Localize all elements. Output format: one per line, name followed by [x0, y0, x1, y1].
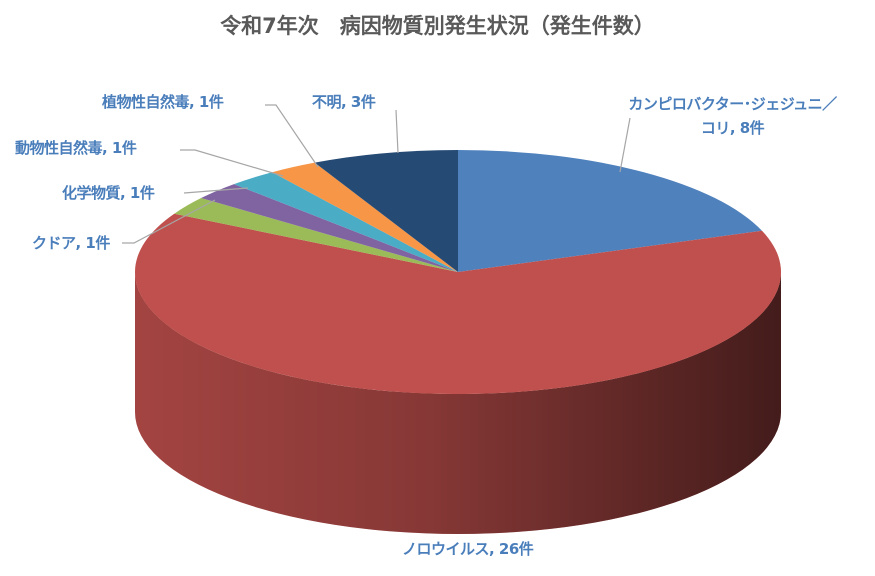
slice-4-top [234, 172, 458, 272]
data-label-kudoa: クドア, 1件 [32, 234, 110, 252]
chart-title: 令和7年次 病因物質別発生状況（発生件数） [220, 14, 655, 38]
leader-line-chemical [183, 187, 249, 194]
leader-line-campylobacter [619, 117, 631, 173]
slice-1-side-shade [135, 272, 781, 534]
leader-line-animal-toxin [180, 149, 284, 177]
slice-1-top [134, 213, 781, 394]
slice-5-top [272, 162, 458, 272]
data-label-chemical: 化学物質, 1件 [62, 184, 155, 202]
data-label-norovirus: ノロウイルス, 26件 [402, 540, 534, 558]
slice-3-top [201, 184, 458, 272]
data-label-campylobacter-text: カンピロバクター･ジェジュニ／コリ, 8件 [628, 95, 837, 137]
slice-0-top [458, 150, 762, 272]
data-label-plant-toxin: 植物性自然毒, 1件 [102, 93, 224, 111]
data-label-campylobacter: カンピロバクター･ジェジュニ／コリ, 8件 [625, 92, 840, 140]
slice-2-top [174, 198, 458, 272]
leader-line-unknown [395, 109, 399, 154]
slice-6-top [314, 150, 458, 272]
leader-line-plant-toxin [265, 104, 319, 168]
leader-line-kudoa [122, 199, 216, 244]
data-label-animal-toxin: 動物性自然毒, 1件 [15, 139, 137, 157]
data-label-unknown: 不明, 3件 [312, 93, 376, 111]
